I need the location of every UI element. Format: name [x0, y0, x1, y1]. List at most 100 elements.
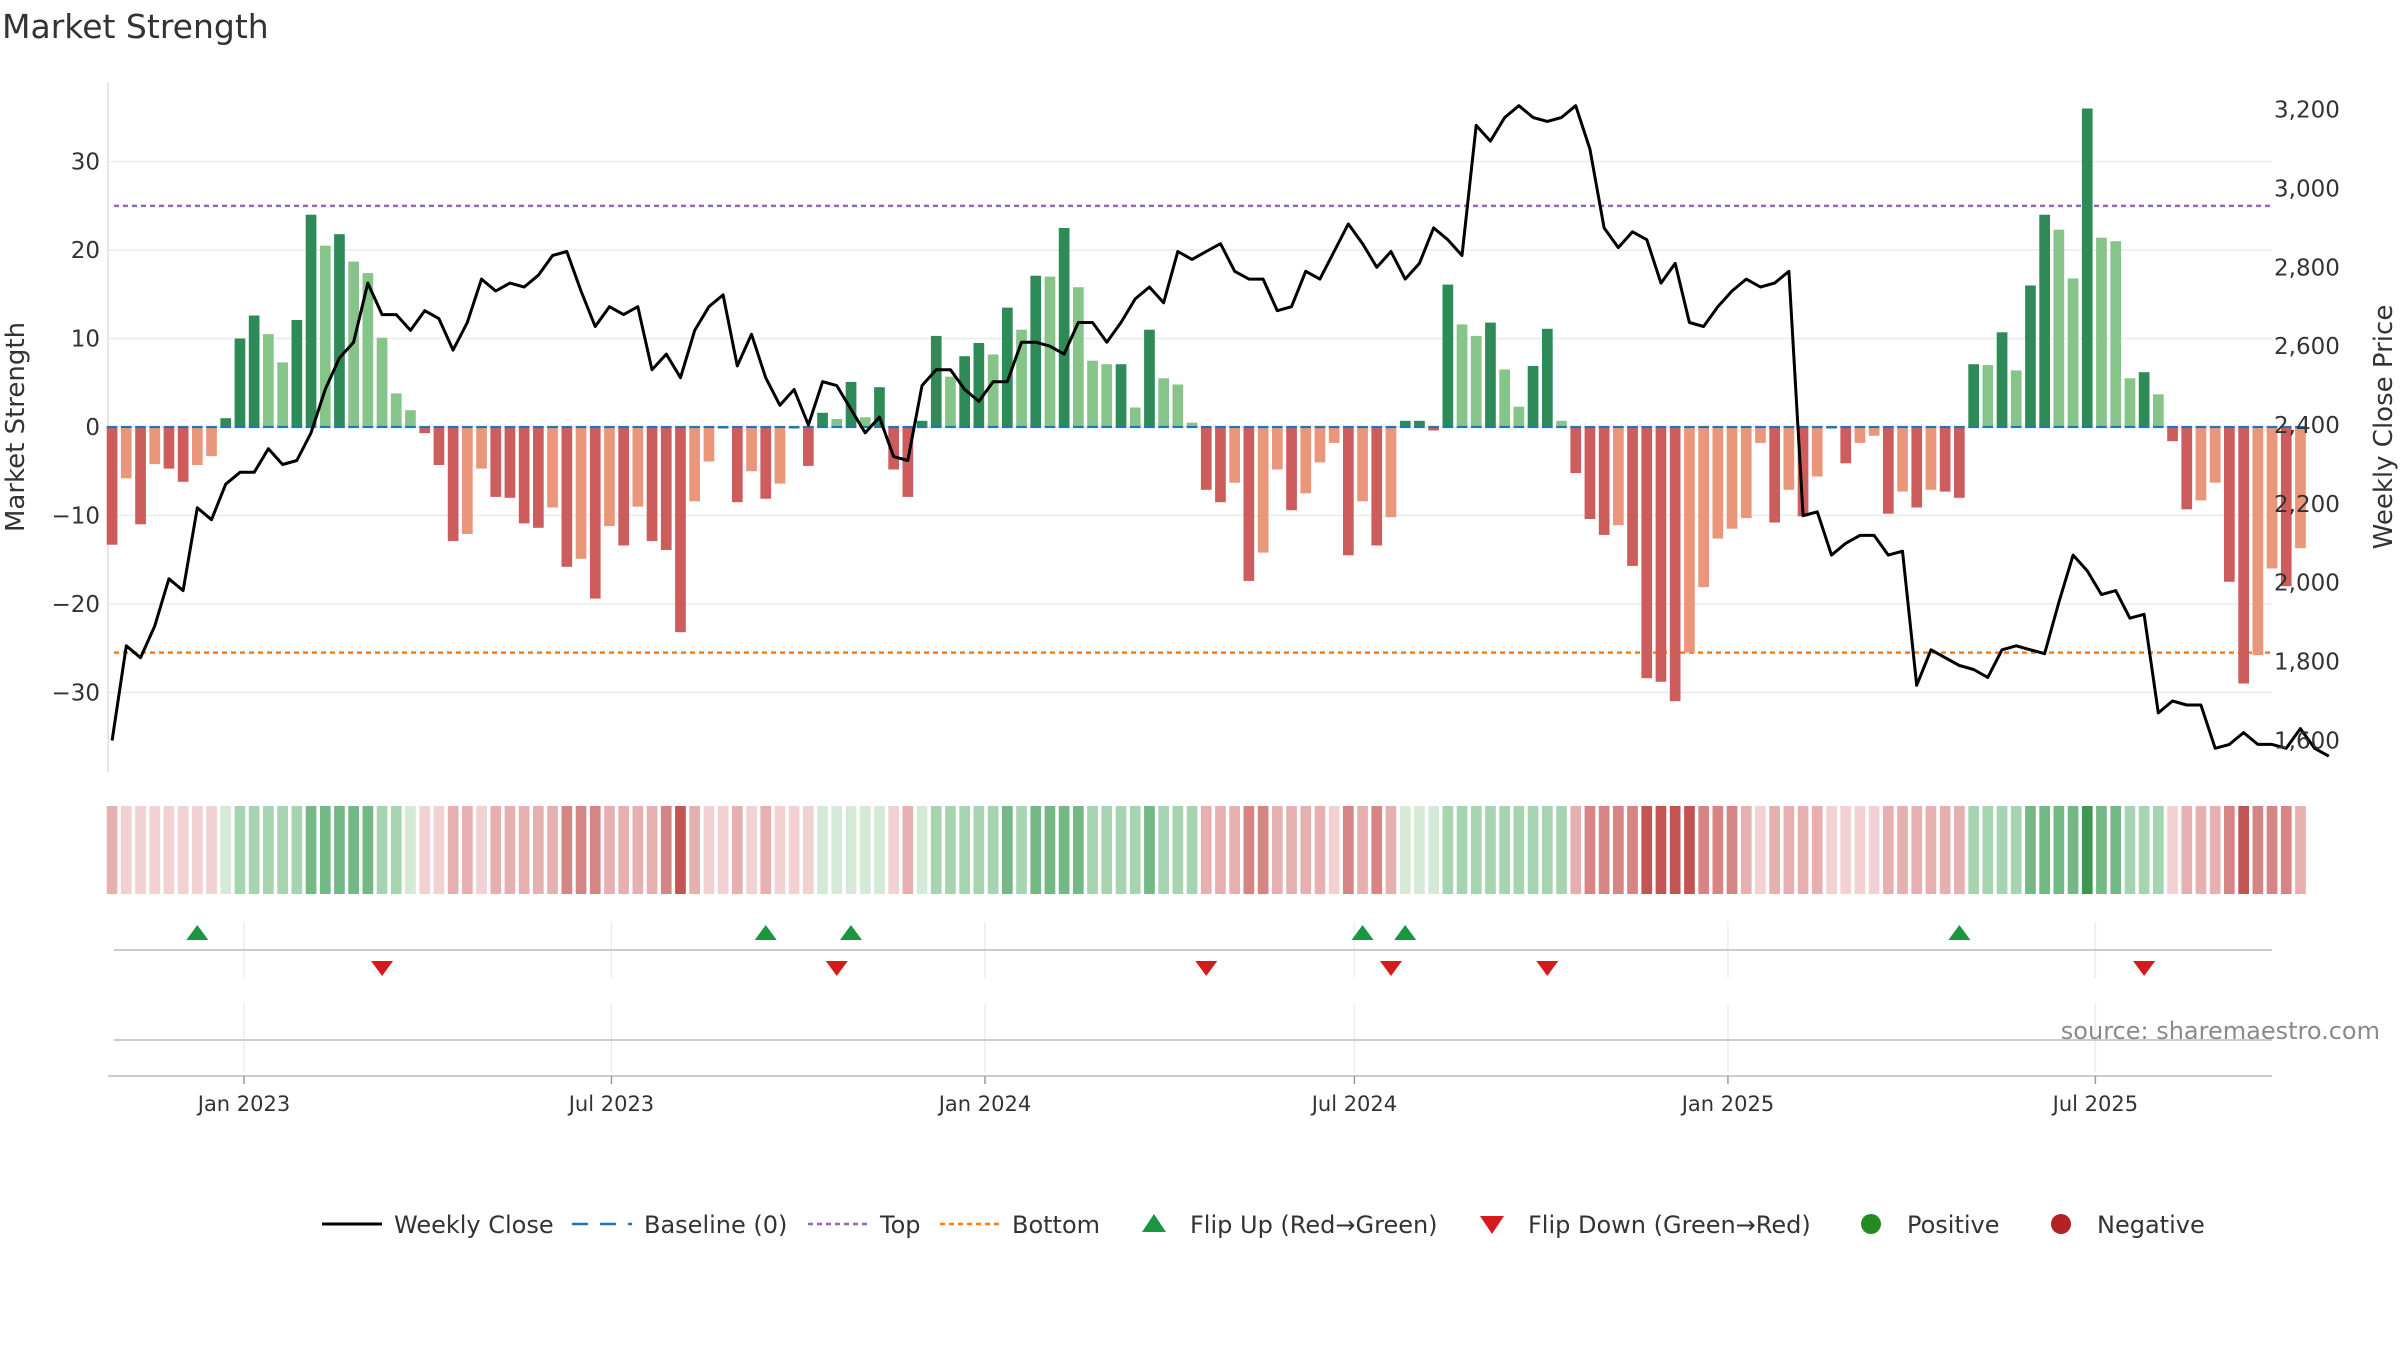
- strength-bar: [646, 427, 658, 542]
- regime-cell: [945, 806, 956, 894]
- legend-item: Baseline (0): [572, 1211, 787, 1239]
- legend-item: Positive: [1861, 1211, 2000, 1239]
- regime-cell: [1840, 806, 1852, 894]
- flip-up-marker: [1394, 925, 1417, 940]
- regime-cell: [1698, 806, 1709, 894]
- regime-cell: [1669, 806, 1681, 894]
- regime-cell: [2195, 806, 2207, 894]
- strength-bar: [1286, 427, 1297, 511]
- strength-bar: [1016, 329, 1027, 427]
- regime-cell: [2238, 806, 2249, 894]
- legend-label: Weekly Close: [394, 1211, 554, 1239]
- strength-bar: [732, 427, 743, 503]
- strength-bar: [1556, 420, 1567, 427]
- regime-cell: [930, 806, 942, 894]
- regime-cell: [987, 806, 999, 894]
- regime-cell: [1399, 806, 1411, 894]
- regime-cell: [1172, 806, 1184, 894]
- regime-cell: [803, 806, 814, 894]
- strength-bar: [675, 427, 686, 633]
- strength-bar: [2224, 427, 2235, 582]
- regime-cell: [291, 806, 303, 894]
- flip-down-marker: [2133, 961, 2156, 976]
- regime-cell: [589, 806, 601, 894]
- strength-bar: [305, 214, 317, 427]
- flip-markers-panel: [114, 922, 2272, 978]
- strength-bar: [120, 427, 132, 479]
- regime-cell: [788, 806, 800, 894]
- regime-cell: [859, 806, 871, 894]
- strength-bar: [632, 427, 644, 507]
- regime-cell: [220, 806, 232, 894]
- regime-cell: [1343, 806, 1354, 894]
- strength-bar: [1797, 427, 1809, 517]
- strength-bar: [476, 427, 487, 469]
- strength-bar: [1513, 406, 1525, 427]
- regime-cell: [120, 806, 132, 894]
- strength-bar: [1073, 287, 1084, 427]
- regime-cell: [604, 806, 615, 894]
- strength-bar: [1129, 407, 1141, 427]
- strength-bar: [2238, 427, 2249, 684]
- flip-up-marker: [754, 925, 777, 940]
- strength-bar: [888, 427, 899, 470]
- regime-cell: [1115, 806, 1127, 894]
- legend-item: Flip Down (Green→Red): [1480, 1211, 1811, 1239]
- strength-bar: [1172, 384, 1184, 427]
- regime-cell: [561, 806, 573, 894]
- legend-label: Negative: [2097, 1211, 2205, 1239]
- regime-cell: [1513, 806, 1525, 894]
- regime-cell: [248, 806, 260, 894]
- strength-bar: [334, 234, 345, 427]
- strength-bar: [2280, 427, 2292, 587]
- empty-lower-panel: [108, 1004, 2272, 1077]
- strength-bar: [1144, 329, 1155, 427]
- regime-cell: [149, 806, 161, 894]
- legend-label: Flip Down (Green→Red): [1528, 1211, 1811, 1239]
- regime-cell: [2110, 806, 2122, 894]
- strength-bar: [1272, 427, 1283, 470]
- regime-cell: [1129, 806, 1141, 894]
- strength-bar: [1996, 332, 2008, 427]
- regime-cell: [163, 806, 175, 894]
- strength-bar: [689, 427, 700, 502]
- strength-bar: [206, 427, 217, 457]
- strength-bar: [1726, 427, 1738, 529]
- regime-cell: [1058, 806, 1070, 894]
- regime-cell: [2153, 806, 2164, 894]
- strength-bar: [1470, 335, 1482, 427]
- strength-bar: [2266, 427, 2278, 569]
- regime-cell: [263, 806, 274, 894]
- regime-cell: [1016, 806, 1027, 894]
- regime-cell: [405, 806, 416, 894]
- strength-bar: [1641, 427, 1653, 679]
- regime-cell: [1556, 806, 1567, 894]
- strength-bar: [703, 427, 715, 462]
- strength-bar: [2167, 427, 2178, 442]
- strength-bar: [2153, 394, 2164, 427]
- x-tick-label: Jan 2025: [1680, 1092, 1775, 1116]
- strength-bar: [575, 427, 587, 559]
- strength-bar: [447, 427, 459, 542]
- regime-cell: [959, 806, 970, 894]
- legend-item: Bottom: [940, 1211, 1100, 1239]
- regime-cell: [1044, 806, 1056, 894]
- y2-tick-label: 2,000: [2274, 571, 2340, 597]
- strength-bar: [1499, 369, 1510, 427]
- y2-tick-label: 2,400: [2274, 413, 2340, 439]
- strength-bar: [462, 427, 473, 534]
- strength-bar: [220, 418, 232, 427]
- y2-tick-label: 2,800: [2274, 255, 2340, 281]
- regime-cell: [1613, 806, 1624, 894]
- regime-cell: [2039, 806, 2050, 894]
- regime-cell: [1385, 806, 1397, 894]
- y-tick-label: 10: [71, 327, 100, 353]
- regime-cell: [1215, 806, 1226, 894]
- regime-cell: [1925, 806, 1937, 894]
- strength-bar: [930, 335, 942, 427]
- regime-cell: [2124, 806, 2136, 894]
- regime-cell: [504, 806, 516, 894]
- regime-cell: [419, 806, 431, 894]
- regime-cell: [1200, 806, 1212, 894]
- regime-cell: [1073, 806, 1084, 894]
